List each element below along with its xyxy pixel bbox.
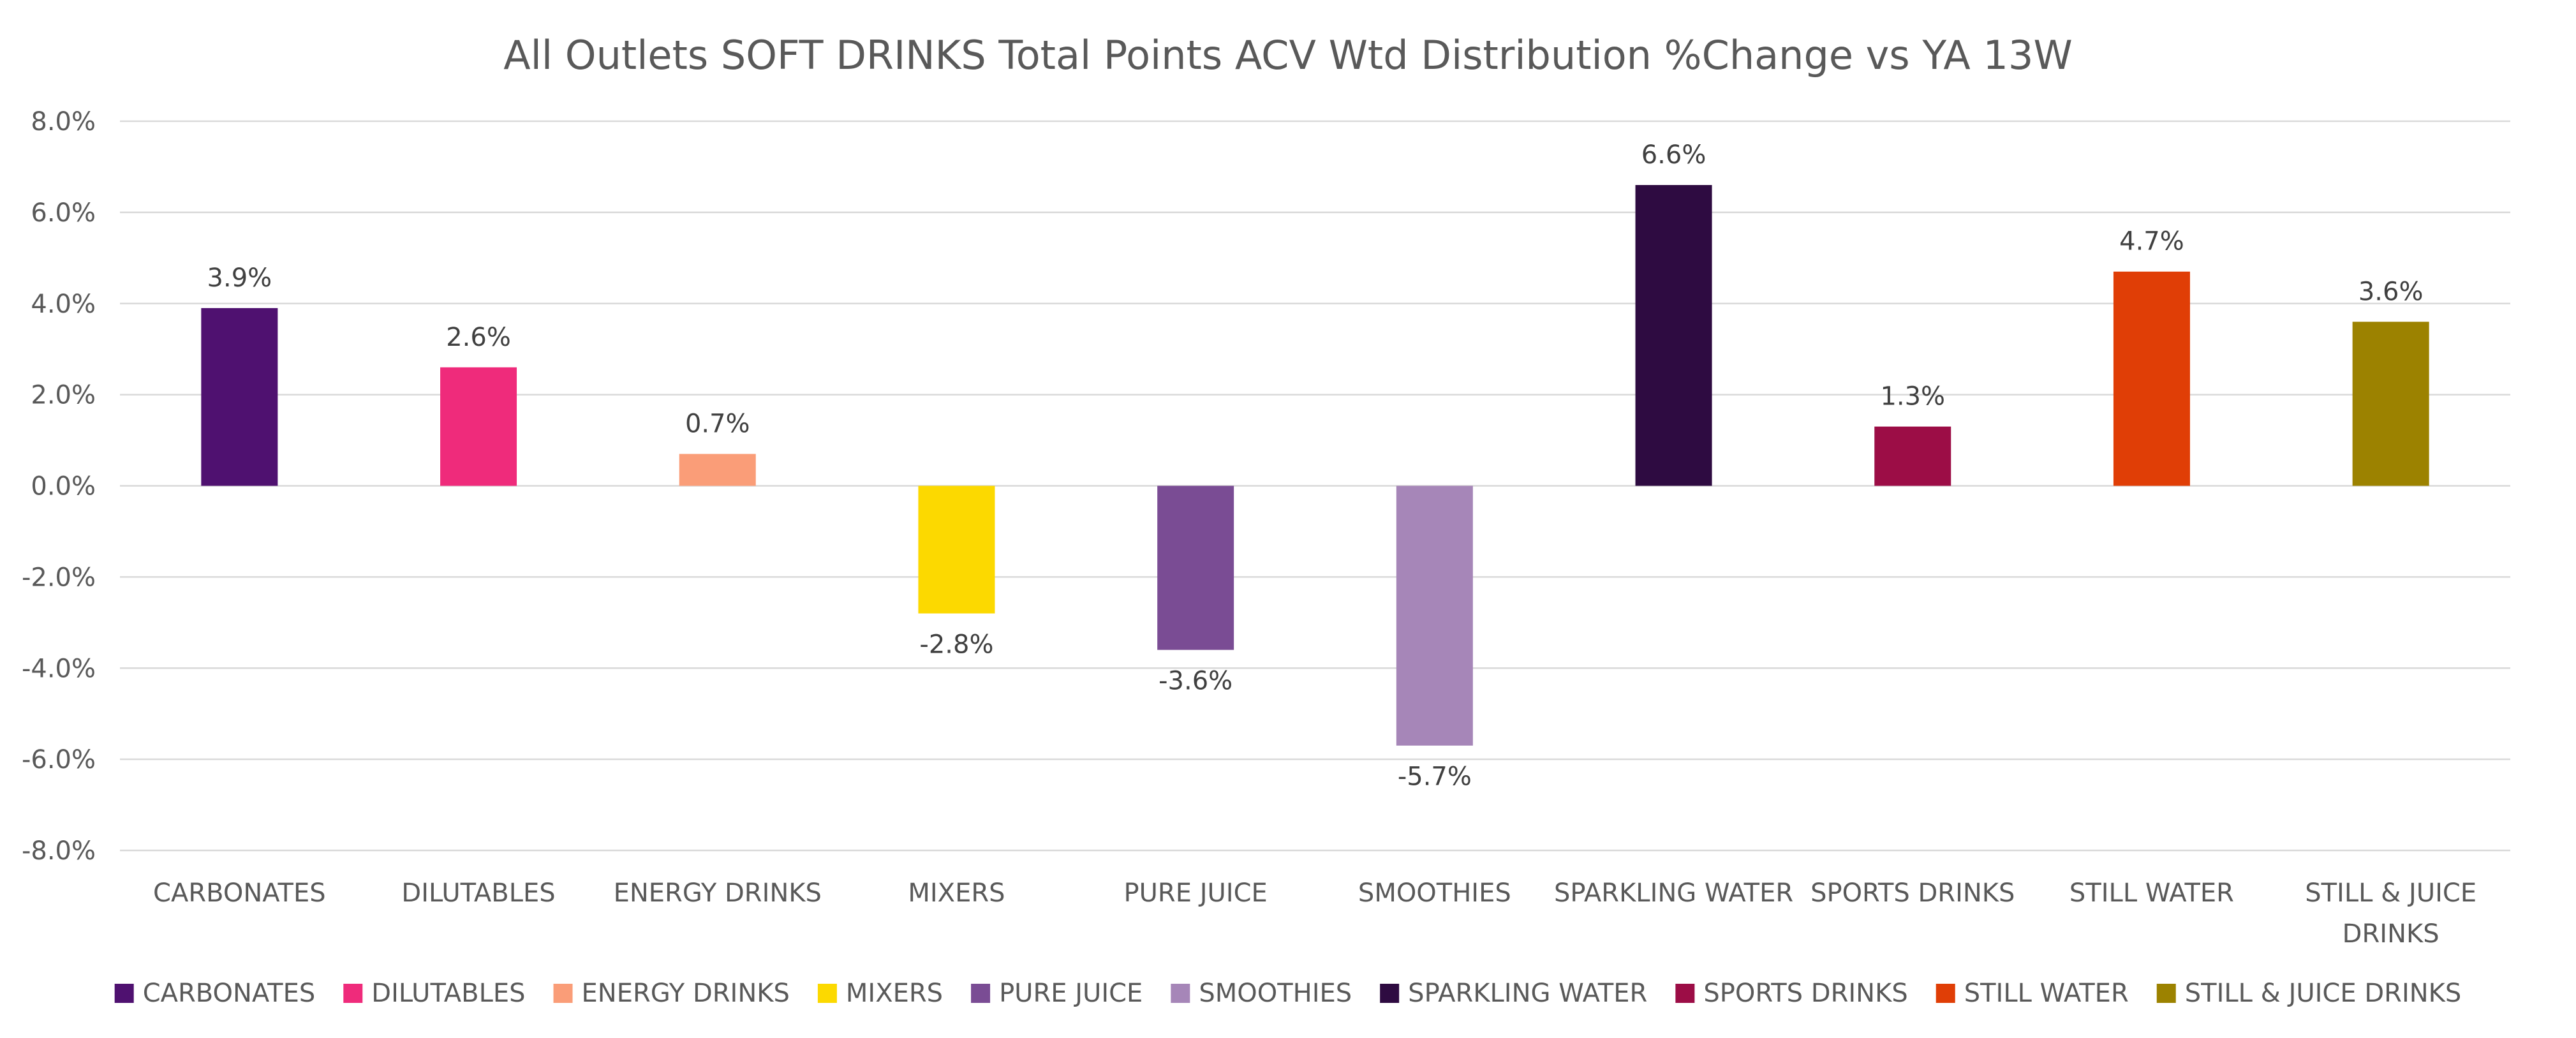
legend-label: STILL & JUICE DRINKS [2185,979,2462,1008]
legend-swatch [1675,984,1695,1003]
y-tick-label: -4.0% [22,654,96,683]
legend-label: SPARKLING WATER [1408,979,1647,1008]
gridlines [120,120,2510,852]
legend-swatch [1936,984,1955,1003]
chart-title: All Outlets SOFT DRINKS Total Points ACV… [503,32,2073,78]
legend-swatch [2156,984,2176,1003]
y-tick-label: 2.0% [31,381,96,410]
bar [1635,185,1712,486]
x-tick-label: STILL WATER [2069,879,2234,908]
legend-label: STILL WATER [1964,979,2129,1008]
bar [679,454,756,486]
legend-label: SMOOTHIES [1199,979,1352,1008]
data-label: -2.8% [919,630,993,660]
bar [201,308,278,486]
legend-swatch [971,984,991,1003]
x-axis-tick-labels: CARBONATES DILUTABLES ENERGY DRINKS MIXERS P… [153,879,2476,949]
legend-label: MIXERS [846,979,943,1008]
legend-swatch [1171,984,1190,1003]
legend-swatch [1380,984,1400,1003]
legend-label: DILUTABLES [371,979,525,1008]
data-label: 0.7% [685,409,750,438]
y-tick-label: 6.0% [31,198,96,228]
x-tick-label: PURE JUICE [1124,879,1268,908]
legend-item: STILL & JUICE DRINKS [2156,979,2462,1008]
data-label: 3.6% [2358,277,2424,306]
data-label: 1.3% [1880,382,1945,411]
bars [201,185,2429,746]
legend-swatch [553,984,573,1003]
x-tick-label: SPORTS DRINKS [1810,879,2015,908]
legend-item: ENERGY DRINKS [553,979,790,1008]
x-tick-label: ENERGY DRINKS [614,879,822,908]
y-axis-tick-labels: 8.0% 6.0% 4.0% 2.0% 0.0% -2.0% -4.0% -6.0% -8.0% [22,107,96,866]
legend-item: PURE JUICE [971,979,1143,1008]
bar [1157,486,1234,650]
data-label: 6.6% [1641,140,1706,170]
legend-label: PURE JUICE [999,979,1143,1008]
data-label: 3.9% [207,263,272,293]
legend-item: MIXERS [817,979,943,1008]
y-tick-label: 4.0% [31,290,96,319]
legend-item: CARBONATES [114,979,316,1008]
y-tick-label: 8.0% [31,107,96,137]
legend-label: SPORTS DRINKS [1703,979,1907,1008]
bar [440,367,517,486]
x-tick-label: SPARKLING WATER [1554,879,1793,908]
y-tick-label: -8.0% [22,836,96,866]
bar [918,486,995,614]
y-tick-label: -2.0% [22,563,96,592]
data-label: 4.7% [2119,227,2184,256]
x-tick-label: CARBONATES [153,879,326,908]
bar [2352,322,2429,486]
legend-item: DILUTABLES [343,979,526,1008]
data-labels: 3.9% 2.6% 0.7% -2.8% -3.6% -5.7% 6.6% 1.3% 4.7% 3… [207,140,2424,792]
x-tick-label: STILL & JUICE DRINKS [2305,879,2476,949]
x-tick-label: DILUTABLES [401,879,555,908]
legend: CARBONATES DILUTABLES ENERGY DRINKS MIXERS P… [114,979,2462,1008]
legend-item: SPORTS DRINKS [1675,979,1908,1008]
legend-item: SPARKLING WATER [1380,979,1647,1008]
x-tick-label: SMOOTHIES [1358,879,1511,908]
data-label: -3.6% [1158,667,1232,696]
legend-label: CARBONATES [143,979,316,1008]
legend-item: STILL WATER [1936,979,2129,1008]
legend-item: SMOOTHIES [1171,979,1352,1008]
bar [1396,486,1473,746]
bar [2113,271,2190,486]
x-tick-label: MIXERS [908,879,1005,908]
legend-swatch [114,984,134,1003]
data-label: -5.7% [1398,762,1472,792]
y-tick-label: -6.0% [22,745,96,775]
data-label: 2.6% [446,323,511,352]
legend-swatch [817,984,837,1003]
bar [1874,426,1951,486]
legend-swatch [343,984,363,1003]
legend-label: ENERGY DRINKS [582,979,790,1008]
y-tick-label: 0.0% [31,472,96,501]
